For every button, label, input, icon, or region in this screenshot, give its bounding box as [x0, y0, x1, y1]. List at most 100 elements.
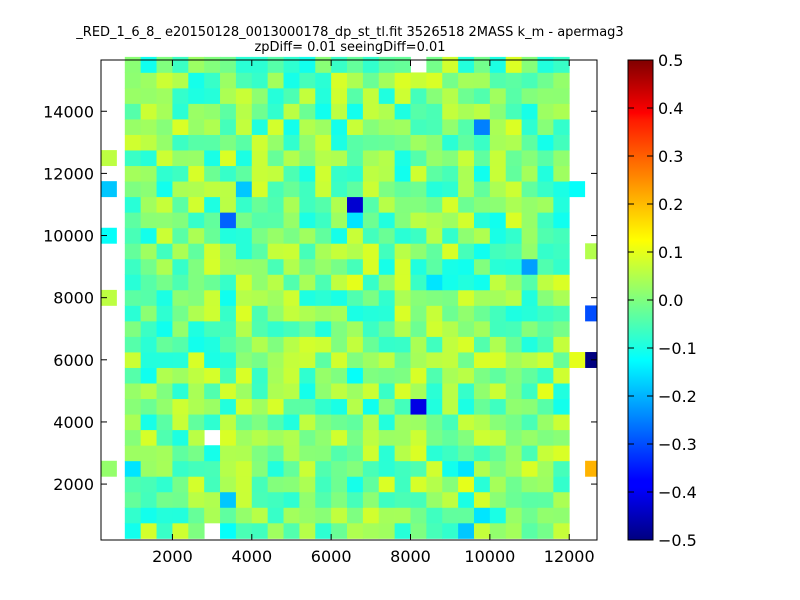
heatmap-cell	[156, 56, 173, 73]
heatmap-cell	[140, 289, 157, 306]
y-tick-label: 6000	[53, 351, 94, 370]
heatmap-cell	[156, 119, 173, 135]
heatmap-cell	[267, 414, 284, 431]
heatmap-cell	[188, 522, 205, 539]
heatmap-cell	[362, 150, 380, 167]
heatmap-cell	[347, 212, 364, 229]
heatmap-cell	[204, 119, 221, 135]
heatmap-cell	[537, 522, 554, 539]
heatmap-cell	[378, 196, 396, 213]
heatmap-cell	[235, 165, 253, 182]
heatmap-cell	[347, 243, 364, 260]
heatmap-cell	[124, 367, 142, 384]
heatmap-cell	[473, 352, 491, 368]
heatmap-cell	[267, 212, 284, 229]
heatmap-cell	[489, 491, 507, 508]
heatmap-cell	[283, 491, 300, 508]
heatmap-cell	[569, 352, 586, 368]
heatmap-cell	[537, 383, 554, 400]
heatmap-cell	[489, 150, 507, 167]
heatmap-cell	[204, 414, 221, 431]
heatmap-cell	[458, 72, 475, 89]
heatmap-cell	[378, 150, 396, 167]
heatmap-cell	[458, 476, 475, 493]
heatmap-cell	[315, 429, 332, 446]
heatmap-cell	[251, 227, 269, 244]
heatmap-cell	[442, 491, 459, 508]
heatmap-cell	[553, 305, 570, 322]
heatmap-cell	[331, 165, 348, 182]
heatmap-cell	[537, 491, 554, 508]
heatmap-cell	[267, 289, 284, 306]
heatmap-cell	[283, 56, 300, 73]
heatmap-cell	[172, 258, 189, 275]
heatmap-cell	[235, 460, 253, 477]
heatmap-cell	[347, 119, 364, 135]
heatmap-cell	[315, 522, 332, 539]
heatmap-cell	[204, 212, 221, 229]
heatmap-cell	[315, 72, 332, 89]
heatmap-cell	[347, 476, 364, 493]
heatmap-cell	[489, 476, 507, 493]
heatmap-cell	[235, 243, 253, 260]
heatmap-cell	[410, 196, 427, 213]
colorbar-tick-label: 0.3	[658, 147, 683, 166]
heatmap-cell	[220, 87, 237, 104]
heatmap-cell	[140, 72, 157, 89]
heatmap-cell	[140, 243, 157, 260]
heatmap-cell	[140, 165, 157, 182]
heatmap-cell	[315, 305, 332, 322]
heatmap-cell	[251, 460, 269, 477]
heatmap-cell	[283, 398, 300, 415]
heatmap-cell	[489, 119, 507, 135]
heatmap-cell	[553, 491, 570, 508]
heatmap-cell	[156, 429, 173, 446]
heatmap-cell	[283, 336, 300, 353]
heatmap-cell	[426, 212, 443, 229]
heatmap-cell	[505, 212, 523, 229]
heatmap-cell	[378, 476, 396, 493]
heatmap-cell	[172, 103, 189, 120]
heatmap-cell	[251, 289, 269, 306]
heatmap-cell	[331, 243, 348, 260]
heatmap-cell	[331, 258, 348, 275]
heatmap-cell	[442, 352, 459, 368]
heatmap-cell	[204, 181, 221, 198]
heatmap-cell	[235, 352, 253, 368]
heatmap-cell	[315, 414, 332, 431]
heatmap-cell	[442, 119, 459, 135]
colorbar-tick-label: 0.2	[658, 195, 683, 214]
heatmap-cell	[235, 181, 253, 198]
heatmap-cell	[124, 212, 142, 229]
heatmap-cell	[347, 367, 364, 384]
heatmap-cell	[489, 522, 507, 539]
heatmap-cell	[505, 491, 523, 508]
heatmap-cell	[315, 134, 332, 151]
heatmap-cell	[172, 289, 189, 306]
heatmap-cell	[537, 212, 554, 229]
heatmap-cell	[140, 212, 157, 229]
heatmap-cell	[410, 476, 427, 493]
heatmap-cell	[235, 119, 253, 135]
heatmap-cell	[267, 491, 284, 508]
heatmap-cell	[553, 367, 570, 384]
heatmap-cell	[188, 212, 205, 229]
heatmap-cell	[362, 367, 380, 384]
heatmap-cell	[569, 181, 586, 198]
heatmap-cell	[473, 227, 491, 244]
heatmap-cell	[442, 274, 459, 291]
heatmap-cell	[537, 398, 554, 415]
heatmap-cell	[394, 367, 411, 384]
heatmap-cell	[378, 258, 396, 275]
heatmap-cell	[537, 414, 554, 431]
heatmap-cell	[521, 258, 538, 275]
heatmap-cell	[505, 414, 523, 431]
heatmap-cell	[553, 196, 570, 213]
heatmap-cell	[410, 165, 427, 182]
heatmap-cell	[505, 289, 523, 306]
heatmap-cell	[394, 227, 411, 244]
heatmap-cell	[473, 367, 491, 384]
heatmap-cell	[553, 181, 570, 198]
heatmap-cell	[521, 460, 538, 477]
heatmap-cell	[235, 150, 253, 167]
